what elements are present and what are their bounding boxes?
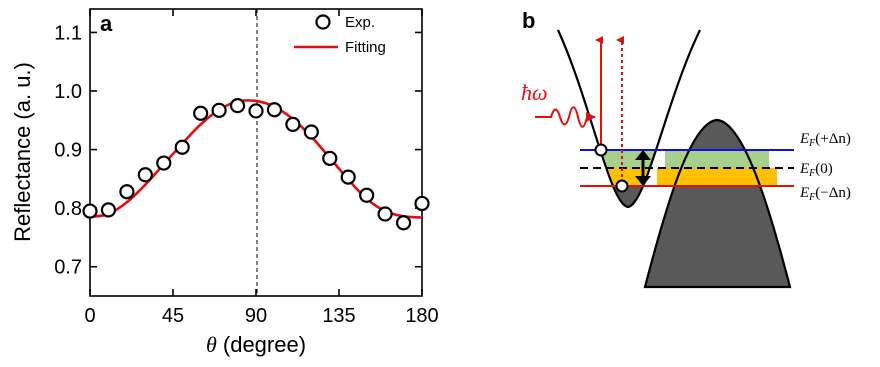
electron-lower — [615, 179, 629, 193]
exp-point — [377, 206, 393, 222]
exp-point — [395, 215, 412, 231]
exp-point — [193, 105, 209, 121]
valence-band-fill — [645, 120, 790, 287]
legend-exp-marker — [315, 14, 331, 30]
panel-a: a 0.7 0.8 0.9 1.0 1.1 0 45 90 135 180 Reflectanc… — [10, 8, 439, 357]
panel-a-letter: a — [100, 11, 113, 36]
conduction-band-outline — [556, 29, 701, 209]
y-tick-label: 0.9 — [54, 140, 82, 162]
y-tick-label: 1.1 — [54, 22, 82, 44]
exp-point — [82, 203, 98, 219]
exp-point — [285, 116, 301, 132]
photon-wave — [535, 106, 596, 128]
x-axis: 0 45 90 135 180 — [84, 9, 439, 327]
y-tick-label: 1.0 — [54, 81, 82, 103]
panel-b-letter: b — [522, 8, 535, 33]
legend: Exp. Fitting — [294, 14, 386, 56]
exp-point — [229, 98, 246, 114]
x-tick-label: 45 — [162, 305, 184, 327]
exp-point — [303, 124, 319, 140]
x-axis-label: θ (degree) — [206, 332, 306, 357]
x-axis-label-symbol: θ — [206, 332, 217, 357]
x-tick-label: 135 — [322, 305, 355, 327]
photon-label: ħω — [521, 80, 548, 105]
ef-plus-label: EF(+Δn) — [799, 131, 851, 149]
x-tick-label: 180 — [405, 305, 438, 327]
y-axis: 0.7 0.8 0.9 1.0 1.1 — [54, 22, 422, 279]
y-tick-label: 0.8 — [54, 198, 82, 220]
exp-point — [359, 187, 375, 203]
electron-upper — [594, 143, 608, 157]
exp-point — [174, 139, 190, 155]
valence-band-outline — [643, 118, 792, 289]
panel-b: b ħω EF(+Δn — [521, 8, 851, 289]
exp-point — [100, 202, 117, 218]
ef-zero-label: EF(0) — [799, 161, 833, 179]
x-tick-label: 90 — [245, 305, 267, 327]
exp-point — [414, 195, 430, 212]
x-tick-label: 0 — [84, 305, 95, 327]
exp-point — [137, 167, 153, 183]
exp-point — [211, 102, 227, 118]
legend-fit-label: Fitting — [345, 39, 386, 56]
exp-point — [266, 102, 283, 118]
series-exp-points — [82, 98, 430, 231]
delta-n-double-arrow — [635, 150, 651, 186]
exp-point — [248, 103, 264, 119]
fill-orange-right — [657, 168, 777, 186]
ef-minus-label: EF(−Δn) — [799, 185, 851, 203]
x-axis-label-text: (degree) — [217, 332, 306, 357]
exp-point — [340, 169, 356, 185]
y-axis-label: Reflectance (a. u.) — [10, 62, 35, 242]
exp-point — [322, 150, 338, 166]
exp-point — [119, 184, 135, 200]
exp-point — [156, 155, 172, 171]
fill-green-right — [665, 150, 769, 168]
legend-exp-label: Exp. — [345, 14, 375, 31]
y-tick-label: 0.7 — [54, 257, 82, 279]
